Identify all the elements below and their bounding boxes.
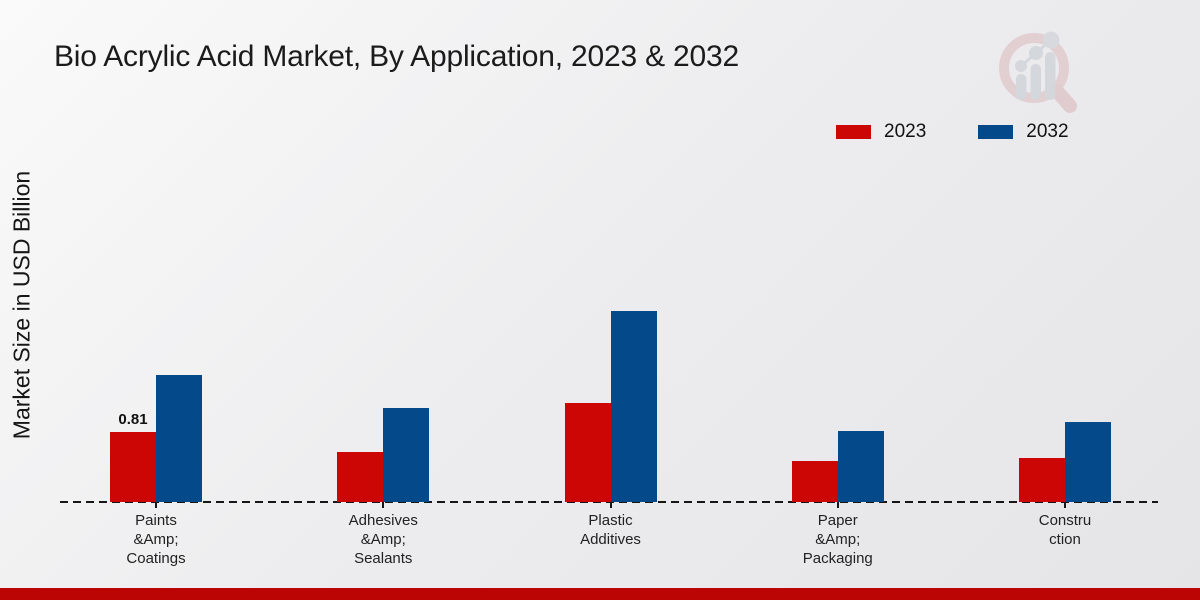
data-label-2023-paints: 0.81 <box>118 411 148 428</box>
category-label-plastic: Plastic Additives <box>580 512 641 548</box>
category-label-constru: Constru ction <box>1038 512 1092 548</box>
category-label-paints: Paints &Amp; Coatings <box>126 512 186 567</box>
magnifier-bar-chart-watermark-icon <box>999 31 1077 113</box>
x-axis-line <box>60 501 1158 503</box>
bar-2032-paints <box>156 375 202 502</box>
x-tick-paints <box>155 502 157 508</box>
bar-2023-constru <box>1019 458 1065 502</box>
bar-2023-paints <box>110 432 156 502</box>
bottom-accent-bar <box>0 588 1200 600</box>
bar-2032-paper <box>837 431 884 502</box>
bar-2023-plastic <box>564 403 611 502</box>
legend-label-2023: 2023 <box>884 121 927 142</box>
chart-title: Bio Acrylic Acid Market, By Application,… <box>54 40 739 73</box>
legend-item-2023: 2023 <box>836 121 926 143</box>
bar-2023-paper <box>791 461 838 502</box>
bar-2032-constru <box>1065 422 1111 502</box>
legend-label-2032: 2032 <box>1026 121 1069 142</box>
bar-2023-adhesives <box>337 452 384 502</box>
legend-item-2032: 2032 <box>978 121 1069 143</box>
x-tick-paper <box>836 502 839 508</box>
legend-swatch-2032 <box>978 125 1014 139</box>
legend-swatch-2023 <box>836 125 871 139</box>
bar-2032-adhesives <box>383 408 430 502</box>
x-tick-constru <box>1064 502 1066 508</box>
x-tick-adhesives <box>382 502 385 508</box>
category-label-paper: Paper &Amp; Packaging <box>802 512 873 567</box>
x-tick-plastic <box>609 502 612 508</box>
legend: 2023 2032 <box>836 121 1069 143</box>
bar-2032-plastic <box>610 311 657 502</box>
category-label-adhesives: Adhesives &Amp; Sealants <box>348 512 418 567</box>
